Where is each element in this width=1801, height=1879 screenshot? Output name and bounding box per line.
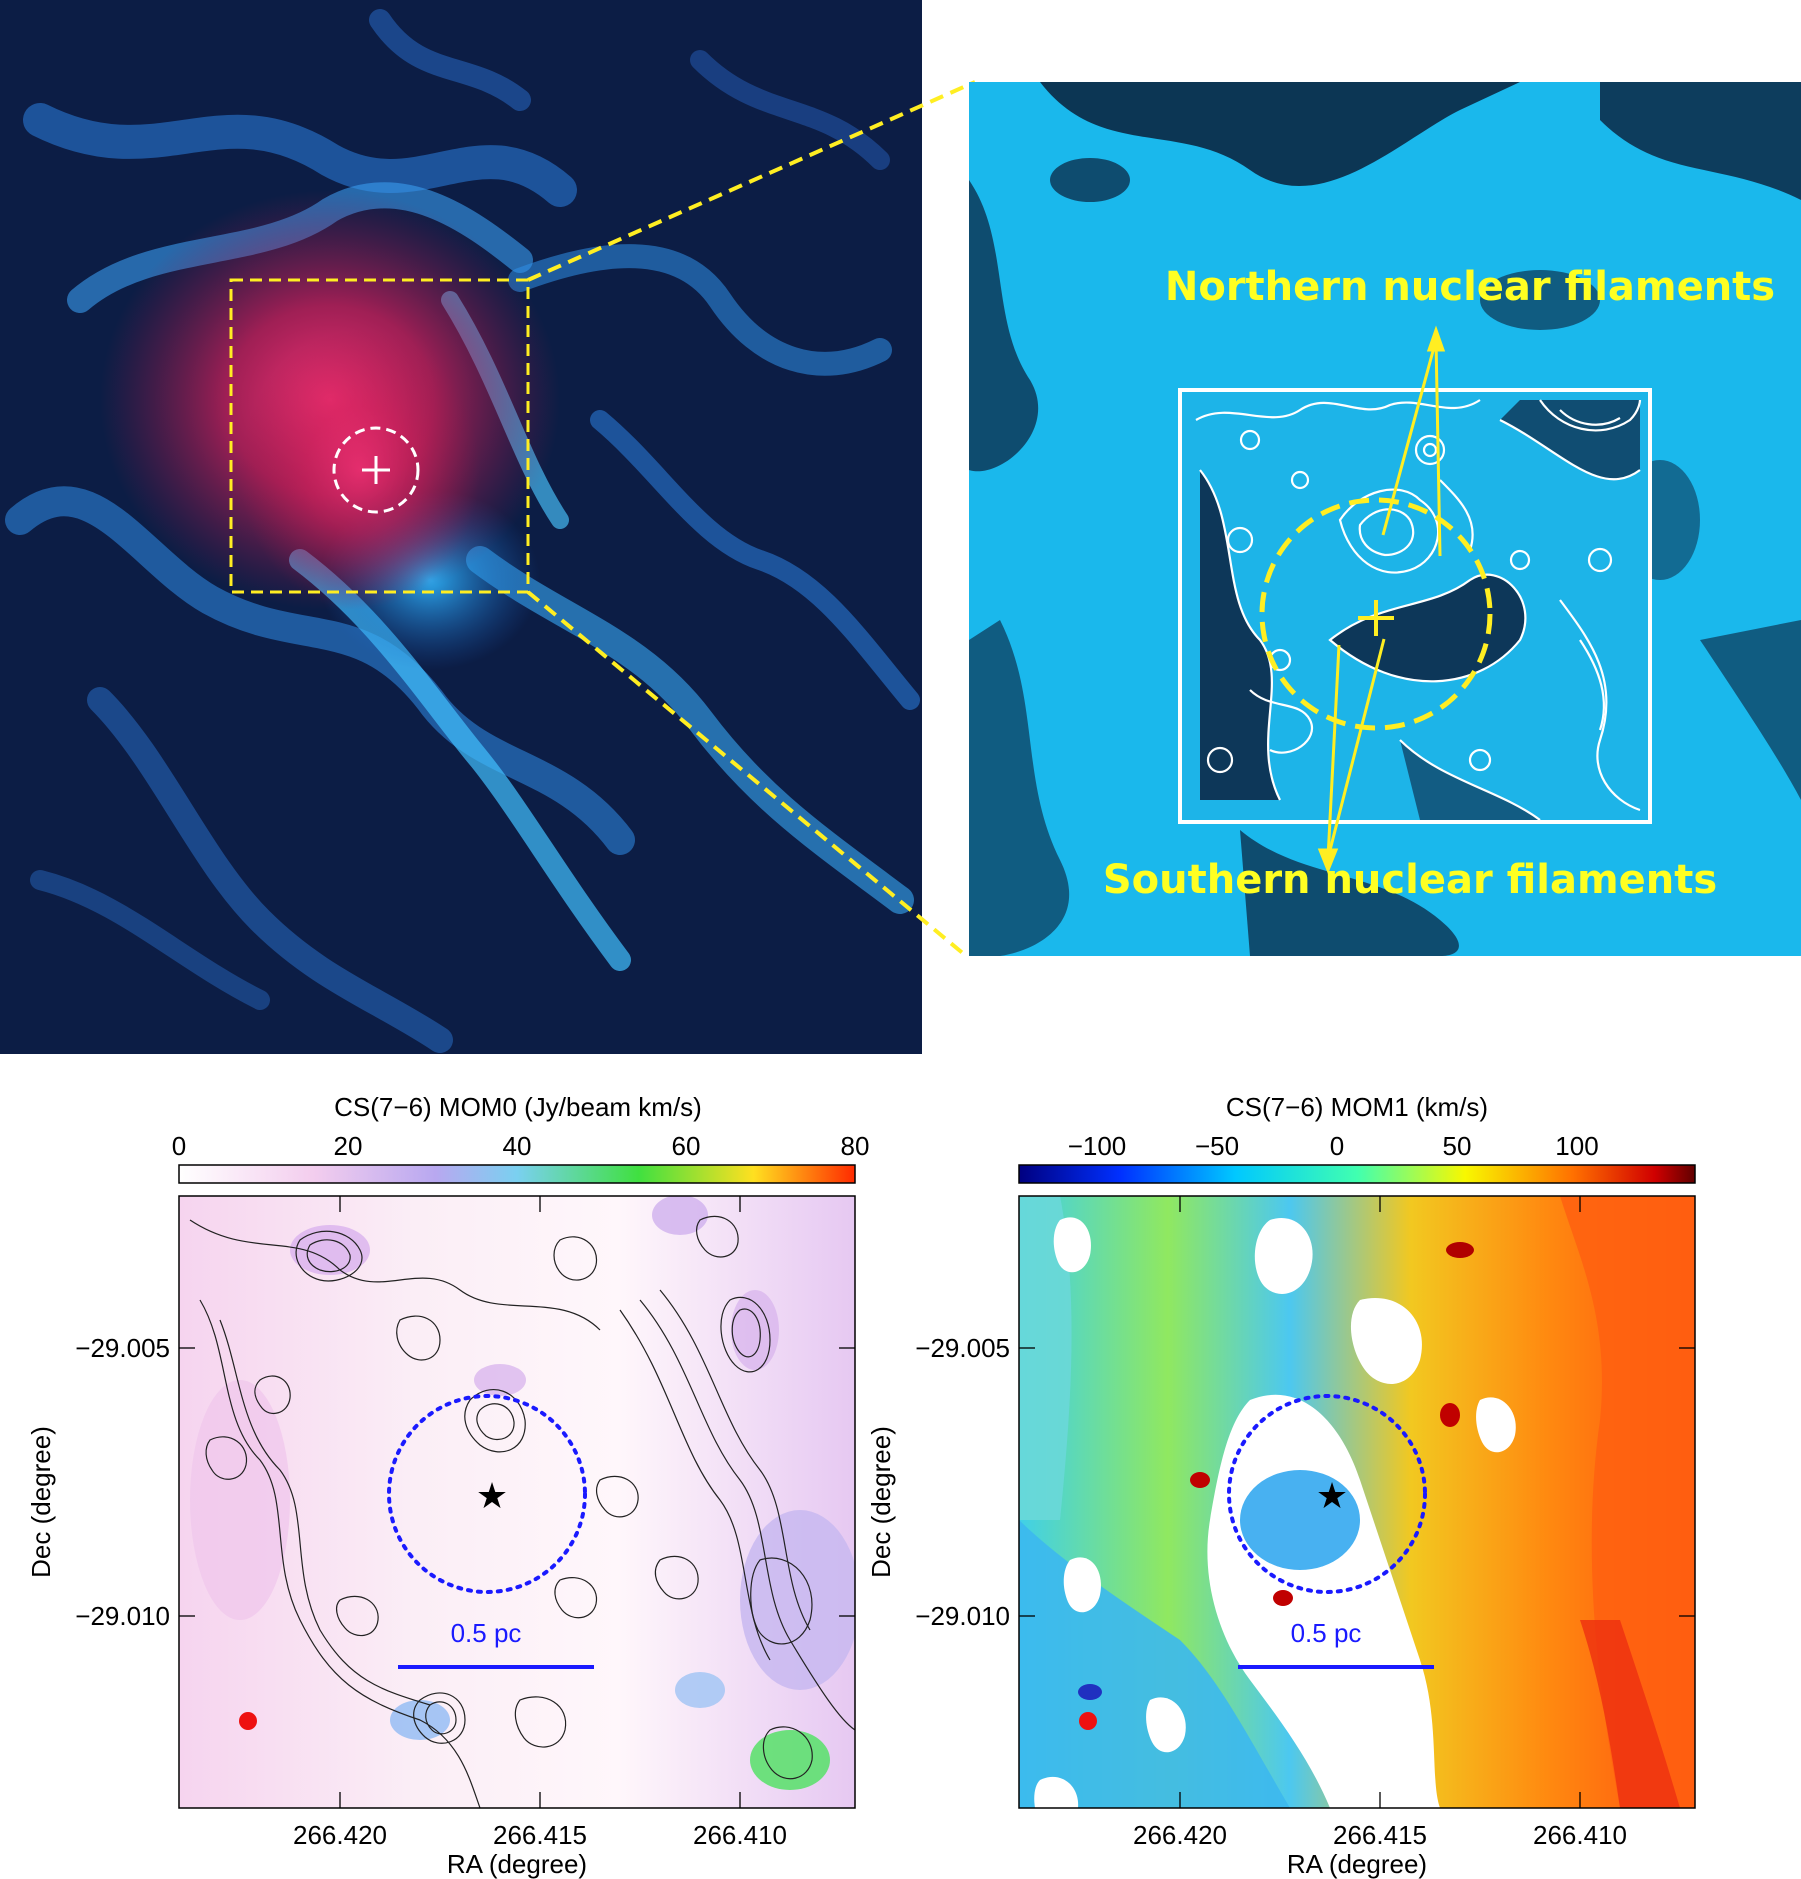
northern-filaments-label: Northern nuclear filaments xyxy=(1165,264,1775,310)
mom1-y-tick: −29.005 xyxy=(915,1333,1010,1363)
mom0-y-tick: −29.010 xyxy=(75,1601,170,1631)
mom0-cb-tick: 0 xyxy=(172,1131,186,1161)
mom0-cb-tick: 20 xyxy=(334,1131,363,1161)
mom1-map: ★ xyxy=(1019,1196,1695,1808)
mom1-y-tick: −29.010 xyxy=(915,1601,1010,1631)
mom1-cb-tick: −100 xyxy=(1068,1131,1127,1161)
mom0-y-tick: −29.005 xyxy=(75,1333,170,1363)
mom1-scalebar-label: 0.5 pc xyxy=(1291,1618,1362,1648)
mom0-x-tick: 266.415 xyxy=(493,1820,587,1850)
mom0-dotted-circle xyxy=(387,1394,587,1594)
yellow-cross-marker xyxy=(1358,600,1394,636)
mom0-contours xyxy=(189,1215,855,1808)
mom0-x-axis-label: RA (degree) xyxy=(447,1849,587,1879)
mom0-x-tick: 266.420 xyxy=(293,1820,387,1850)
zoom-panel: Northern nuclear filaments Southern nucl… xyxy=(969,82,1801,956)
mom0-colorbar xyxy=(178,1164,856,1184)
mom1-ticks xyxy=(1019,1196,1695,1808)
mom1-star-marker: ★ xyxy=(1316,1475,1348,1516)
mom0-y-axis-label: Dec (degree) xyxy=(26,1426,56,1578)
mom0-scalebar-label: 0.5 pc xyxy=(451,1618,522,1648)
zoom-line-top xyxy=(527,80,976,282)
mom0-star-marker: ★ xyxy=(476,1475,508,1516)
mom1-colorbar xyxy=(1018,1164,1696,1184)
mom1-cb-tick: 50 xyxy=(1443,1131,1472,1161)
mom0-cb-tick: 80 xyxy=(841,1131,870,1161)
composite-image-panel xyxy=(0,0,922,1054)
mom1-frame xyxy=(1018,1195,1696,1809)
mom1-y-axis-label: Dec (degree) xyxy=(866,1426,896,1578)
dashed-circle xyxy=(332,426,420,514)
yellow-dashed-circle xyxy=(1259,497,1493,731)
mom0-cb-tick: 60 xyxy=(672,1131,701,1161)
mom0-panel: CS(7−6) MOM0 (Jy/beam km/s) 0 20 40 60 8… xyxy=(26,1092,869,1879)
mom0-red-dot xyxy=(239,1712,257,1730)
southern-filaments-label: Southern nuclear filaments xyxy=(1103,857,1717,903)
mom1-cb-tick: 100 xyxy=(1555,1131,1598,1161)
mom0-frame xyxy=(178,1195,856,1809)
mom1-x-tick: 266.420 xyxy=(1133,1820,1227,1850)
mom1-x-axis-label: RA (degree) xyxy=(1287,1849,1427,1879)
mom0-map: ★ xyxy=(179,1196,855,1808)
dark-patches xyxy=(969,82,1801,956)
mom1-red-dot xyxy=(1079,1712,1097,1730)
mom1-x-tick: 266.410 xyxy=(1533,1820,1627,1850)
mom0-ticks xyxy=(179,1196,855,1808)
mom1-cb-tick: −50 xyxy=(1195,1131,1239,1161)
mom1-cb-tick: 0 xyxy=(1330,1131,1344,1161)
mom1-colorbar-title: CS(7−6) MOM1 (km/s) xyxy=(1226,1092,1488,1122)
mom1-panel: CS(7−6) MOM1 (km/s) −100 −50 0 50 100 xyxy=(866,1092,1696,1879)
mom0-cb-tick: 40 xyxy=(503,1131,532,1161)
mom1-dotted-circle xyxy=(1227,1394,1427,1594)
annotation-arrows xyxy=(1317,325,1446,875)
mom0-colorbar-title: CS(7−6) MOM0 (Jy/beam km/s) xyxy=(334,1092,702,1122)
contour-lines xyxy=(1195,399,1642,821)
mom0-x-tick: 266.410 xyxy=(693,1820,787,1850)
zoom-line-bottom xyxy=(526,590,967,957)
cross-marker xyxy=(362,456,390,484)
mom1-x-tick: 266.415 xyxy=(1333,1820,1427,1850)
